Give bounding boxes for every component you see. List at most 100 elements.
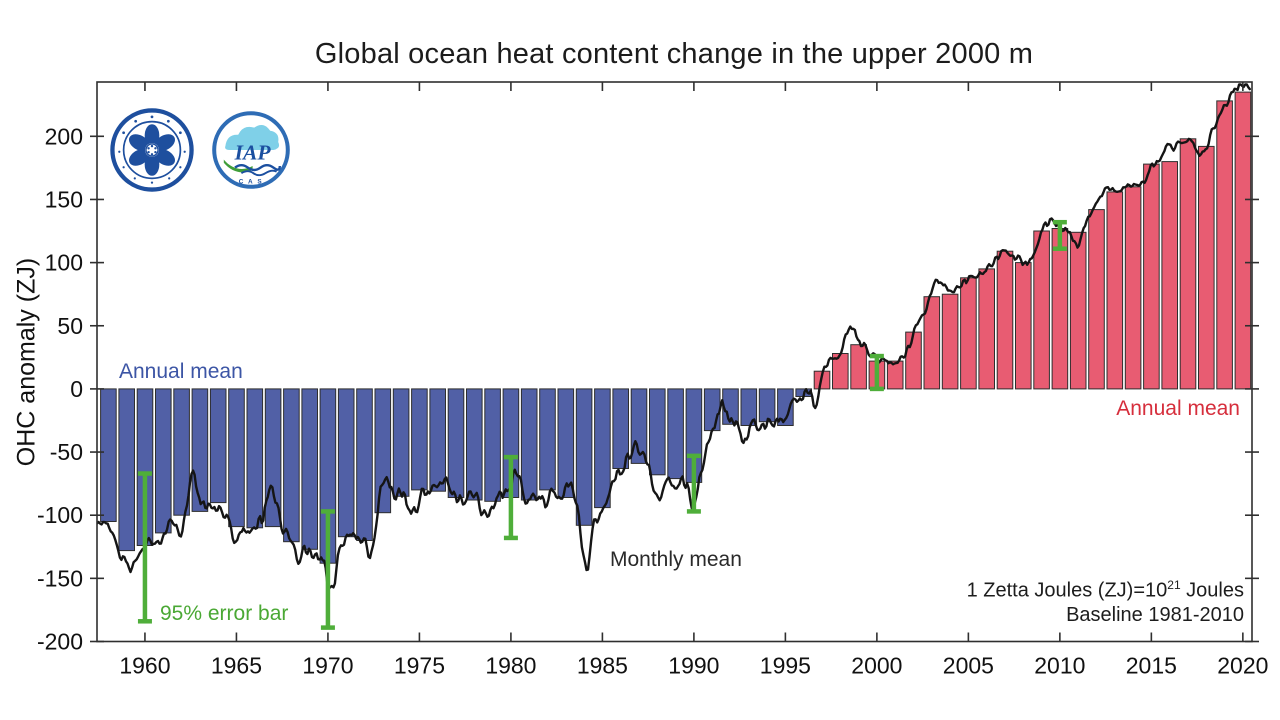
annual-bar-1986 (612, 388, 630, 469)
error-bar-1980 (503, 454, 518, 541)
annual-bar-2004 (941, 293, 959, 390)
annual-bar-2015 (1143, 163, 1160, 390)
annual-bar-2003 (923, 296, 941, 390)
annual-bar-2001 (886, 360, 904, 390)
annual-bar-2007 (996, 250, 1014, 390)
annual-bar-1965 (228, 388, 245, 528)
error-bar-1970 (320, 509, 335, 630)
x-tick-label-1965: 1965 (211, 653, 262, 679)
annual-bar-2012 (1088, 209, 1105, 390)
x-tick-label-1975: 1975 (394, 653, 445, 679)
error-bar-1990 (686, 453, 701, 514)
x-tick-label-1990: 1990 (668, 653, 719, 679)
x-tick-label-2000: 2000 (851, 653, 902, 679)
unit-note-pre: 1 Zetta Joules (ZJ)=10 (966, 579, 1168, 602)
annual-bar-1981 (520, 388, 538, 501)
unit-note: 1 Zetta Joules (ZJ)=1021 Joules (967, 578, 1244, 603)
annual-bar-1985 (594, 388, 611, 509)
cas-logo (110, 108, 194, 192)
annual-bar-2008 (1015, 262, 1032, 390)
annual-bar-1964 (209, 388, 227, 504)
annual-bar-1995 (777, 388, 794, 426)
unit-note-post: Joules (1180, 579, 1244, 602)
baseline-note: Baseline 1981-2010 (1066, 604, 1244, 626)
cas-logo-flower (128, 124, 176, 176)
annual-bar-1969 (301, 388, 318, 550)
annual-mean-label-blue: Annual mean (119, 360, 243, 383)
y-tick-label--100: -100 (37, 502, 83, 528)
x-tick-label-2010: 2010 (1034, 653, 1085, 679)
annual-bar-1961 (155, 388, 172, 534)
annual-bar-1978 (466, 388, 483, 501)
iap-logo: IAP C A S (212, 111, 290, 189)
annual-bar-1971 (337, 388, 355, 538)
annual-bar-2017 (1179, 138, 1197, 390)
y-tick-label-0: 0 (70, 376, 83, 402)
x-tick-label-2005: 2005 (943, 653, 994, 679)
annual-bar-1962 (173, 388, 190, 516)
annual-bar-1993 (740, 388, 758, 426)
annual-bar-1973 (374, 388, 392, 514)
annual-bar-1958 (100, 388, 117, 522)
annual-bar-2019 (1216, 100, 1233, 390)
annual-bar-1972 (356, 388, 373, 541)
plot-contents (97, 83, 1252, 630)
error-bar-2000 (869, 353, 884, 392)
annual-bar-1984 (575, 388, 593, 526)
x-tick-label-1985: 1985 (577, 653, 628, 679)
error-bar-label: 95% error bar (160, 602, 289, 625)
annual-bar-1991 (703, 388, 721, 432)
x-tick-label-1995: 1995 (760, 653, 811, 679)
iap-logo-text: IAP (234, 141, 272, 165)
y-tick-label-200: 200 (45, 123, 83, 149)
annual-bar-1999 (850, 344, 867, 390)
y-tick-label-150: 150 (45, 186, 83, 212)
annual-bar-1975 (411, 388, 428, 491)
y-tick-label--150: -150 (37, 565, 83, 591)
unit-note-exponent: 21 (1167, 578, 1181, 592)
axes-frame (96, 81, 1253, 643)
error-bar-1960 (137, 471, 152, 624)
cas-logo-ring-marks (118, 115, 186, 184)
y-tick-label--50: -50 (50, 439, 83, 465)
chart-title: Global ocean heat content change in the … (314, 38, 1034, 70)
monthly-mean-label: Monthly mean (610, 548, 742, 571)
iap-logo-land (223, 159, 253, 173)
annual-bar-2005 (960, 277, 977, 390)
annual-bar-1977 (447, 388, 465, 498)
annual-bar-1976 (429, 388, 446, 492)
annual-bar-2011 (1069, 231, 1087, 390)
iap-logo-cas-text: C A S (239, 179, 264, 186)
annual-bar-1963 (191, 388, 209, 512)
x-tick-label-1980: 1980 (485, 653, 536, 679)
y-tick-label--200: -200 (37, 629, 83, 655)
y-tick-label-50: 50 (57, 313, 83, 339)
annual-bar-1994 (758, 388, 776, 423)
x-tick-label-2015: 2015 (1126, 653, 1177, 679)
annual-bar-1959 (118, 388, 136, 552)
annual-bar-2020 (1234, 91, 1252, 390)
annual-bar-1974 (392, 388, 410, 497)
annual-bar-1979 (484, 388, 501, 502)
annual-bar-1968 (283, 388, 300, 543)
iap-logo-cloud (225, 125, 280, 150)
x-tick-label-1970: 1970 (302, 653, 353, 679)
axis-ticks (90, 82, 1259, 643)
x-tick-label-1960: 1960 (119, 653, 170, 679)
annual-bar-1983 (557, 388, 575, 498)
annual-bar-2006 (978, 268, 996, 390)
annual-bar-2002 (905, 331, 922, 390)
annual-bar-1988 (649, 388, 666, 476)
annual-bar-2013 (1106, 191, 1124, 390)
x-tick-label-2020: 2020 (1217, 653, 1268, 679)
annual-bar-1989 (667, 388, 684, 480)
annual-bar-2010 (1051, 228, 1069, 390)
error-bar-2010 (1052, 219, 1067, 251)
annual-bar-2016 (1161, 161, 1179, 390)
y-axis-label: OHC anomaly (ZJ) (12, 257, 41, 467)
iap-logo-wave2 (240, 169, 278, 177)
annual-bar-1966 (246, 388, 264, 529)
annual-bar-2014 (1124, 186, 1142, 390)
